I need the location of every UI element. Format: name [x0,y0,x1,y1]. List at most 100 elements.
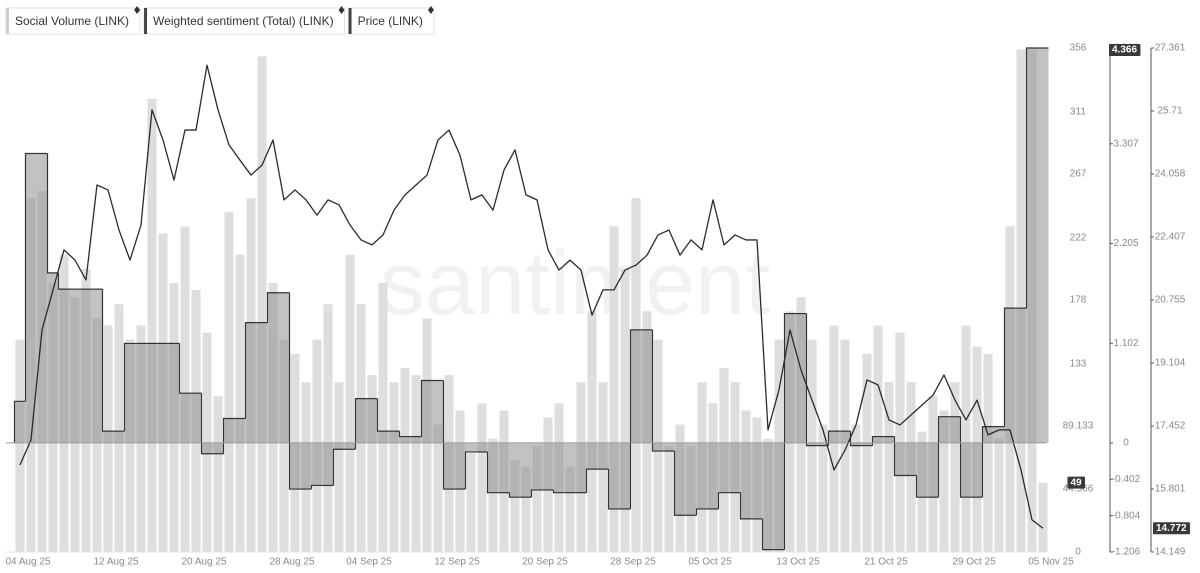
sentiment-area [861,442,873,446]
sentiment-area [729,442,741,493]
sentiment-area [476,442,488,452]
sentiment-area [663,442,675,452]
sentiment-step [651,329,664,452]
y-tick-label: 133 [1070,358,1087,369]
x-tick-label: 12 Aug 25 [93,557,138,568]
legend-icon [134,6,141,14]
volume-bar [466,452,476,552]
x-tick-label: 28 Sep 25 [610,557,656,568]
sentiment-area [1037,48,1049,443]
volume-bar [323,304,333,552]
volume-bar [345,254,355,552]
y-tick-label: -0.402 [1112,474,1141,485]
sentiment-area [586,442,598,470]
sentiment-area [850,442,862,446]
sentiment-area [498,442,510,493]
sentiment-area [36,153,48,443]
sentiment-step [332,448,345,486]
sentiment-area [322,442,334,486]
last-value-badge [1109,44,1141,56]
volume-bar [378,283,388,552]
volume-bar [939,410,949,552]
legend-label: Price (LINK) [358,14,423,28]
volume-bar [477,403,487,552]
sentiment-area [179,393,191,443]
sentiment-area [113,431,125,443]
sentiment-area [751,442,763,519]
sentiment-step [464,451,477,490]
volume-bar [180,226,190,552]
sentiment-area [223,418,235,443]
sentiment-area [344,442,356,450]
sentiment-step [783,312,796,550]
sentiment-area [509,442,521,498]
volume-bar [818,424,828,552]
y-tick-label: -1.206 [1112,547,1141,558]
sentiment-step [827,430,840,446]
sentiment-area [333,442,345,450]
last-value-label: 14.772 [1156,523,1187,534]
sentiment-step [57,272,70,290]
sentiment-step [805,313,818,447]
sentiment-area [927,442,939,498]
sentiment-step [244,322,257,419]
y-tick-label: 27.361 [1155,43,1186,54]
sentiment-area [245,322,257,443]
sentiment-area [69,289,81,443]
volume-bar [895,332,905,552]
y-tick-label: 14.149 [1155,547,1186,558]
y-tick-label: 15.801 [1155,484,1186,495]
volume-bar [334,382,344,552]
sentiment-area [454,442,466,490]
legend-icon [338,6,345,14]
volume-bar [279,339,289,552]
x-tick-label: 21 Oct 25 [864,557,908,568]
sentiment-area [487,442,499,493]
watermark: santiment [380,234,770,334]
volume-bar [367,375,377,552]
sentiment-area [410,436,422,443]
sentiment-step [629,329,642,509]
volume-bar [994,438,1004,552]
sentiment-area [432,380,444,443]
sentiment-step [310,484,323,490]
sentiment-area [80,289,92,443]
sentiment-area [718,442,730,493]
volume-bar [1038,482,1048,552]
volume-bar [433,424,443,552]
sentiment-area [25,153,37,443]
sentiment-area [300,442,312,490]
x-tick-label: 04 Aug 25 [5,557,50,568]
sentiment-area [168,343,180,443]
volume-bar [840,339,850,552]
volume-bar [389,382,399,552]
sentiment-area [806,442,818,446]
y-tick-label: 2.205 [1113,238,1138,249]
sentiment-area [949,416,961,443]
y-tick-label: 89.133 [1063,420,1094,431]
sentiment-area [201,442,213,454]
sentiment-area [366,398,378,443]
sentiment-area [399,436,411,443]
sentiment-area [575,442,587,493]
price-layer [19,64,1044,529]
sentiment-step [1003,307,1016,427]
y-tick-label: 1.102 [1113,338,1138,349]
sentiment-area [740,442,752,519]
sentiment-area [234,418,246,443]
y-tick-label: 17.452 [1155,421,1186,432]
sentiment-area [311,442,323,486]
sentiment-step [717,492,730,509]
last-value-badge [1067,476,1085,489]
sentiment-area [58,289,70,443]
volume-bar [983,353,993,552]
volume-bar [950,382,960,552]
x-tick-label: 28 Aug 25 [269,557,314,568]
sentiment-step [266,292,279,323]
sentiment-area [839,431,851,443]
sentiment-area [531,442,543,490]
sentiment-step [24,152,37,402]
sentiment-area [1015,308,1027,443]
sentiment-area [256,322,268,443]
sentiment-area [641,329,653,443]
